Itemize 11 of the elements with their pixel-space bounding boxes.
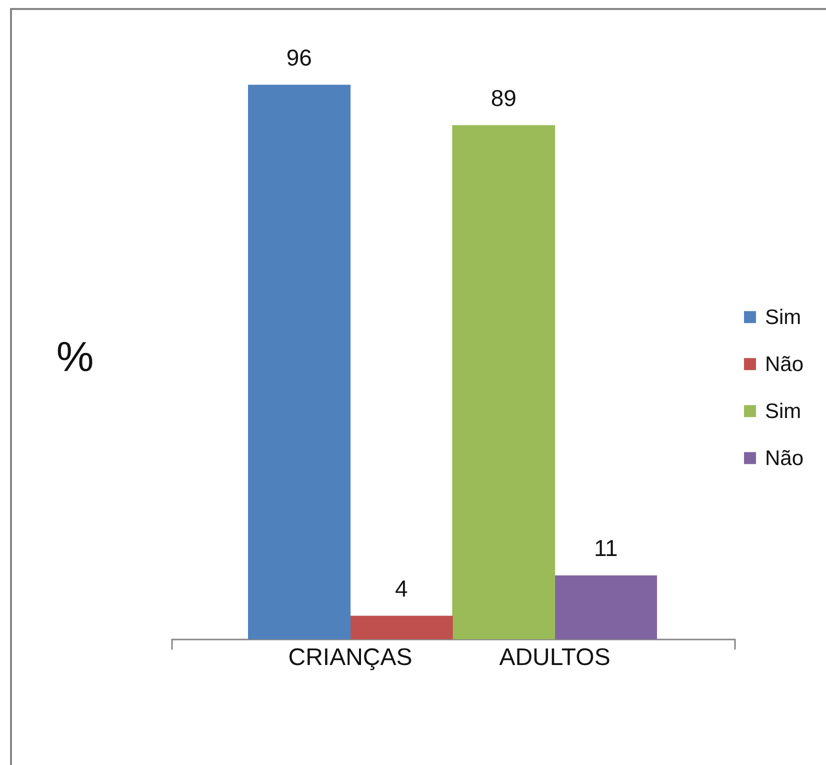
y-axis-title: % bbox=[56, 333, 94, 380]
data-label: 96 bbox=[286, 44, 312, 70]
legend-label: Não bbox=[765, 352, 804, 376]
legend-label: Não bbox=[765, 446, 804, 470]
legend-label: Sim bbox=[765, 400, 802, 423]
legend-label: Sim bbox=[765, 306, 802, 329]
data-label: 4 bbox=[394, 575, 408, 602]
x-tick-label: ADULTOS bbox=[499, 644, 610, 672]
data-label: 11 bbox=[594, 535, 618, 562]
x-tick-label: CRIANÇAS bbox=[288, 644, 412, 672]
data-label: 89 bbox=[490, 84, 516, 111]
